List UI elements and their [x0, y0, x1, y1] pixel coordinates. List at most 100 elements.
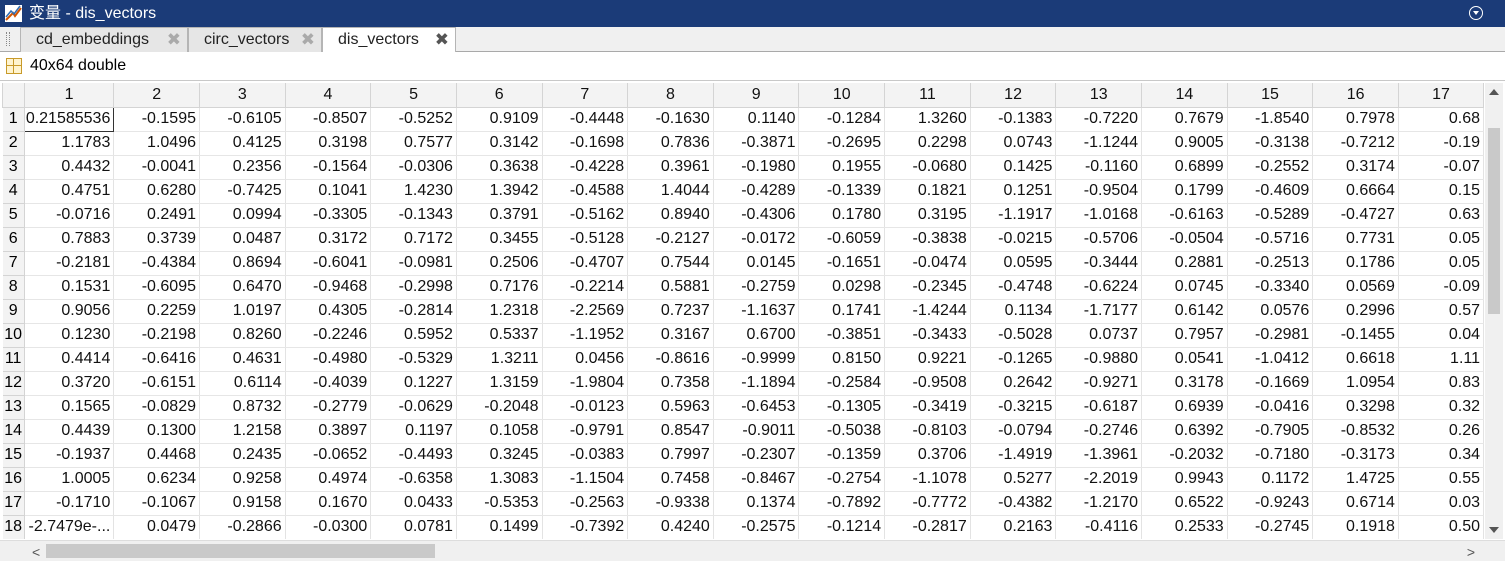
table-cell[interactable]: 0.1821 — [884, 179, 971, 204]
table-cell[interactable]: 0.6142 — [1141, 299, 1228, 324]
table-cell[interactable]: -0.07 — [1398, 155, 1484, 180]
table-cell[interactable]: 1.3211 — [456, 347, 543, 372]
table-cell[interactable]: 0.6522 — [1141, 491, 1228, 516]
table-cell[interactable]: 0.50 — [1398, 515, 1484, 539]
table-cell[interactable]: 0.9221 — [884, 347, 971, 372]
window-menu-icon[interactable] — [1469, 6, 1483, 20]
table-cell[interactable]: -0.8616 — [627, 347, 714, 372]
table-cell[interactable]: 0.05 — [1398, 251, 1484, 276]
table-cell[interactable]: -0.2584 — [798, 371, 886, 396]
table-cell[interactable]: 0.7836 — [627, 131, 714, 156]
table-cell[interactable]: 0.2259 — [113, 299, 200, 324]
table-cell[interactable]: -1.0412 — [1227, 347, 1314, 372]
column-header[interactable]: 12 — [969, 83, 1057, 108]
row-header[interactable]: 9 — [2, 298, 25, 324]
table-cell[interactable]: -0.1383 — [970, 107, 1057, 132]
table-cell[interactable]: 0.7978 — [1312, 107, 1399, 132]
table-cell[interactable]: 0.1531 — [24, 275, 115, 300]
table-cell[interactable]: 0.3195 — [884, 203, 971, 228]
table-cell[interactable]: -0.4588 — [542, 179, 629, 204]
table-cell[interactable]: -1.1244 — [1055, 131, 1143, 156]
table-cell[interactable]: -0.0041 — [113, 155, 200, 180]
table-cell[interactable]: 1.2158 — [199, 419, 286, 444]
table-cell[interactable]: 0.9943 — [1141, 467, 1228, 492]
chevron-up-icon[interactable] — [1489, 89, 1499, 95]
table-cell[interactable]: 0.1565 — [24, 395, 115, 420]
table-cell[interactable]: 0.0479 — [113, 515, 200, 539]
table-cell[interactable]: -0.9880 — [1055, 347, 1143, 372]
table-cell[interactable]: 0.1134 — [970, 299, 1057, 324]
table-cell[interactable]: -0.4493 — [370, 443, 457, 468]
row-header[interactable]: 15 — [2, 442, 25, 468]
tab-circ-vectors[interactable]: circ_vectors ✖ — [188, 27, 322, 52]
table-cell[interactable]: -0.2181 — [24, 251, 115, 276]
table-cell[interactable]: -0.4306 — [713, 203, 800, 228]
table-cell[interactable]: 0.8732 — [199, 395, 286, 420]
column-header[interactable]: 2 — [113, 83, 200, 108]
table-cell[interactable]: -0.2307 — [713, 443, 800, 468]
row-header[interactable]: 14 — [2, 418, 25, 444]
table-cell[interactable]: -0.9791 — [542, 419, 629, 444]
table-cell[interactable]: -0.5038 — [798, 419, 886, 444]
row-header[interactable]: 6 — [2, 226, 25, 252]
table-cell[interactable]: -0.4748 — [970, 275, 1057, 300]
table-cell[interactable]: -0.8103 — [884, 419, 971, 444]
table-cell[interactable]: -0.9999 — [713, 347, 800, 372]
table-cell[interactable]: -2.2019 — [1055, 467, 1143, 492]
table-cell[interactable]: 0.2996 — [1312, 299, 1399, 324]
table-cell[interactable]: 0.7172 — [370, 227, 457, 252]
table-cell[interactable]: 0.8694 — [199, 251, 286, 276]
table-cell[interactable]: -0.0716 — [24, 203, 115, 228]
table-cell[interactable]: 0.6114 — [199, 371, 286, 396]
table-cell[interactable]: -0.4707 — [542, 251, 629, 276]
table-cell[interactable]: 0.4439 — [24, 419, 115, 444]
table-cell[interactable]: -0.3305 — [285, 203, 372, 228]
table-cell[interactable]: -0.7772 — [884, 491, 971, 516]
variable-grid[interactable]: 1 2 3 4 5 6 7 8 9 10 11 12 13 14 15 16 17 1 0.21585536 -0.… — [2, 83, 1484, 539]
table-cell[interactable]: -0.6187 — [1055, 395, 1143, 420]
table-cell[interactable]: -0.6095 — [113, 275, 200, 300]
table-cell[interactable]: -1.0168 — [1055, 203, 1143, 228]
table-cell[interactable]: -0.1359 — [798, 443, 886, 468]
table-cell[interactable]: 0.0298 — [798, 275, 886, 300]
table-cell[interactable]: -0.5329 — [370, 347, 457, 372]
table-cell[interactable]: 0.55 — [1398, 467, 1484, 492]
table-cell[interactable]: -0.1698 — [542, 131, 629, 156]
table-cell[interactable]: 0.1251 — [970, 179, 1057, 204]
table-cell[interactable]: 0.6714 — [1312, 491, 1399, 516]
table-cell[interactable]: -1.1952 — [542, 323, 629, 348]
table-cell[interactable]: -0.4448 — [542, 107, 629, 132]
table-cell[interactable]: -0.5128 — [542, 227, 629, 252]
table-cell[interactable]: -0.2575 — [713, 515, 800, 539]
column-header[interactable]: 11 — [884, 83, 971, 108]
table-cell[interactable]: 0.6280 — [113, 179, 200, 204]
table-cell[interactable]: -0.9243 — [1227, 491, 1314, 516]
table-cell[interactable]: 0.0541 — [1141, 347, 1228, 372]
table-cell[interactable]: 0.8940 — [627, 203, 714, 228]
table-cell[interactable]: -2.7479e-... — [24, 515, 115, 539]
row-header[interactable]: 8 — [2, 274, 25, 300]
table-cell[interactable]: 0.04 — [1398, 323, 1484, 348]
table-cell[interactable]: 0.2298 — [884, 131, 971, 156]
table-cell[interactable]: -0.1630 — [627, 107, 714, 132]
table-cell[interactable]: -0.5289 — [1227, 203, 1314, 228]
table-cell[interactable]: -0.0383 — [542, 443, 629, 468]
table-cell[interactable]: -0.3838 — [884, 227, 971, 252]
table-cell[interactable]: -0.6358 — [370, 467, 457, 492]
table-cell[interactable]: -1.4919 — [970, 443, 1057, 468]
row-header[interactable]: 3 — [2, 154, 25, 180]
table-cell[interactable]: 0.68 — [1398, 107, 1484, 132]
table-cell[interactable]: -0.3138 — [1227, 131, 1314, 156]
table-cell[interactable]: -0.3340 — [1227, 275, 1314, 300]
table-cell[interactable]: -0.7425 — [199, 179, 286, 204]
table-cell[interactable]: -0.9338 — [627, 491, 714, 516]
table-cell[interactable]: -0.19 — [1398, 131, 1484, 156]
table-cell[interactable]: 0.1230 — [24, 323, 115, 348]
row-header[interactable]: 12 — [2, 370, 25, 396]
table-cell[interactable]: -0.5162 — [542, 203, 629, 228]
column-header[interactable]: 13 — [1055, 83, 1143, 108]
table-cell[interactable]: 0.0994 — [199, 203, 286, 228]
horizontal-scroll-thumb[interactable] — [46, 544, 435, 558]
table-cell[interactable]: 0.5277 — [970, 467, 1057, 492]
table-cell[interactable]: -0.2754 — [798, 467, 886, 492]
